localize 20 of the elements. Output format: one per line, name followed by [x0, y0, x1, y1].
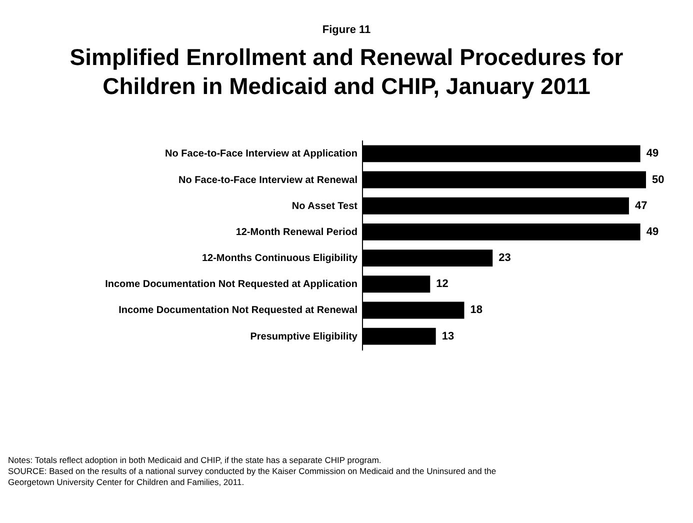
data-label: 23	[498, 252, 511, 264]
y-tick-label: No Face-to-Face Interview at Application	[165, 148, 358, 160]
y-tick-label: No Asset Test	[292, 200, 358, 212]
data-label: 13	[442, 330, 454, 342]
chart-title: Simplified Enrollment and Renewal Procedures for Children in Medicaid and CHIP, January 2011	[70, 44, 624, 99]
data-label: 47	[634, 200, 648, 212]
data-label: 50	[652, 174, 664, 186]
y-tick-label: 12-Month Renewal Period	[236, 226, 358, 238]
data-label: 49	[646, 148, 659, 160]
y-tick-label: Presumptive Eligibility	[250, 331, 358, 342]
y-tick-label: Income Documentation Not Requested at Application	[105, 279, 358, 290]
data-label: 18	[470, 304, 482, 316]
data-label: 49	[646, 226, 659, 238]
caption: Figure 11	[322, 24, 371, 36]
y-tick-label: 12-Months Continuous Eligibility	[202, 253, 358, 264]
y-tick-label: Income Documentation Not Requested at Renewal	[118, 305, 358, 316]
text: Notes: Totals reflect adoption in both Medicaid and CHIP, if the state has a separate CHIP program.	[8, 455, 382, 465]
source-note: SOURCE: Based on the results of a national survey conducted by the Kaiser Commission on Medicaid and the Uninsured and the Georgetown University Center for Children and Families, 2011.	[8, 466, 496, 487]
data-label: 12	[436, 278, 448, 290]
y-tick-label: No Face-to-Face Interview at Renewal	[178, 174, 358, 186]
